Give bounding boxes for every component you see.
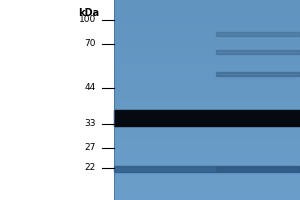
Bar bbox=[216, 72, 300, 76]
Text: 33: 33 bbox=[85, 119, 96, 129]
Bar bbox=[216, 167, 300, 171]
Bar bbox=[114, 166, 300, 172]
Text: kDa: kDa bbox=[78, 8, 99, 18]
Text: 70: 70 bbox=[85, 40, 96, 48]
Bar bbox=[216, 32, 300, 36]
Text: 22: 22 bbox=[85, 163, 96, 172]
Text: 44: 44 bbox=[85, 83, 96, 92]
Bar bbox=[114, 110, 300, 126]
Text: 27: 27 bbox=[85, 144, 96, 152]
Text: 100: 100 bbox=[79, 16, 96, 24]
Bar bbox=[216, 50, 300, 54]
